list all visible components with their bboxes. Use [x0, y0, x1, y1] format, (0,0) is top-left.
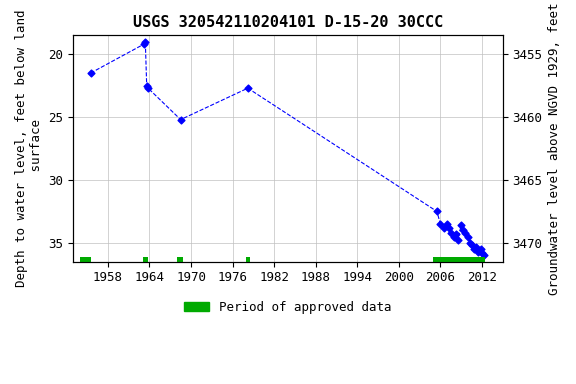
Legend: Period of approved data: Period of approved data — [179, 296, 397, 319]
Point — [139, 41, 149, 47]
Point — [447, 230, 456, 236]
Bar — [142, 257, 148, 262]
Point — [443, 221, 452, 227]
Point — [453, 237, 463, 243]
Point — [476, 246, 485, 252]
Point — [176, 116, 185, 122]
Point — [142, 83, 151, 89]
Bar — [434, 257, 486, 262]
Y-axis label: Groundwater level above NGVD 1929, feet: Groundwater level above NGVD 1929, feet — [548, 2, 561, 295]
Point — [433, 209, 442, 215]
Point — [472, 243, 481, 250]
Point — [469, 246, 479, 252]
Point — [436, 221, 445, 227]
Point — [464, 233, 473, 240]
Point — [243, 85, 252, 91]
Point — [461, 230, 470, 236]
Point — [465, 240, 475, 246]
Point — [86, 70, 95, 76]
Point — [468, 242, 477, 248]
Point — [458, 227, 468, 233]
Title: USGS 320542110204101 D-15-20 30CCC: USGS 320542110204101 D-15-20 30CCC — [133, 15, 443, 30]
Point — [451, 231, 460, 237]
Point — [445, 225, 454, 231]
Point — [141, 38, 150, 45]
Point — [449, 233, 458, 240]
Point — [143, 85, 153, 91]
Point — [478, 250, 487, 256]
Y-axis label: Depth to water level, feet below land
 surface: Depth to water level, feet below land su… — [15, 10, 43, 287]
Point — [479, 252, 488, 258]
Point — [457, 222, 466, 228]
Point — [474, 248, 483, 255]
Bar — [80, 257, 90, 262]
Bar — [247, 257, 250, 262]
Point — [439, 225, 449, 231]
Bar — [177, 257, 183, 262]
